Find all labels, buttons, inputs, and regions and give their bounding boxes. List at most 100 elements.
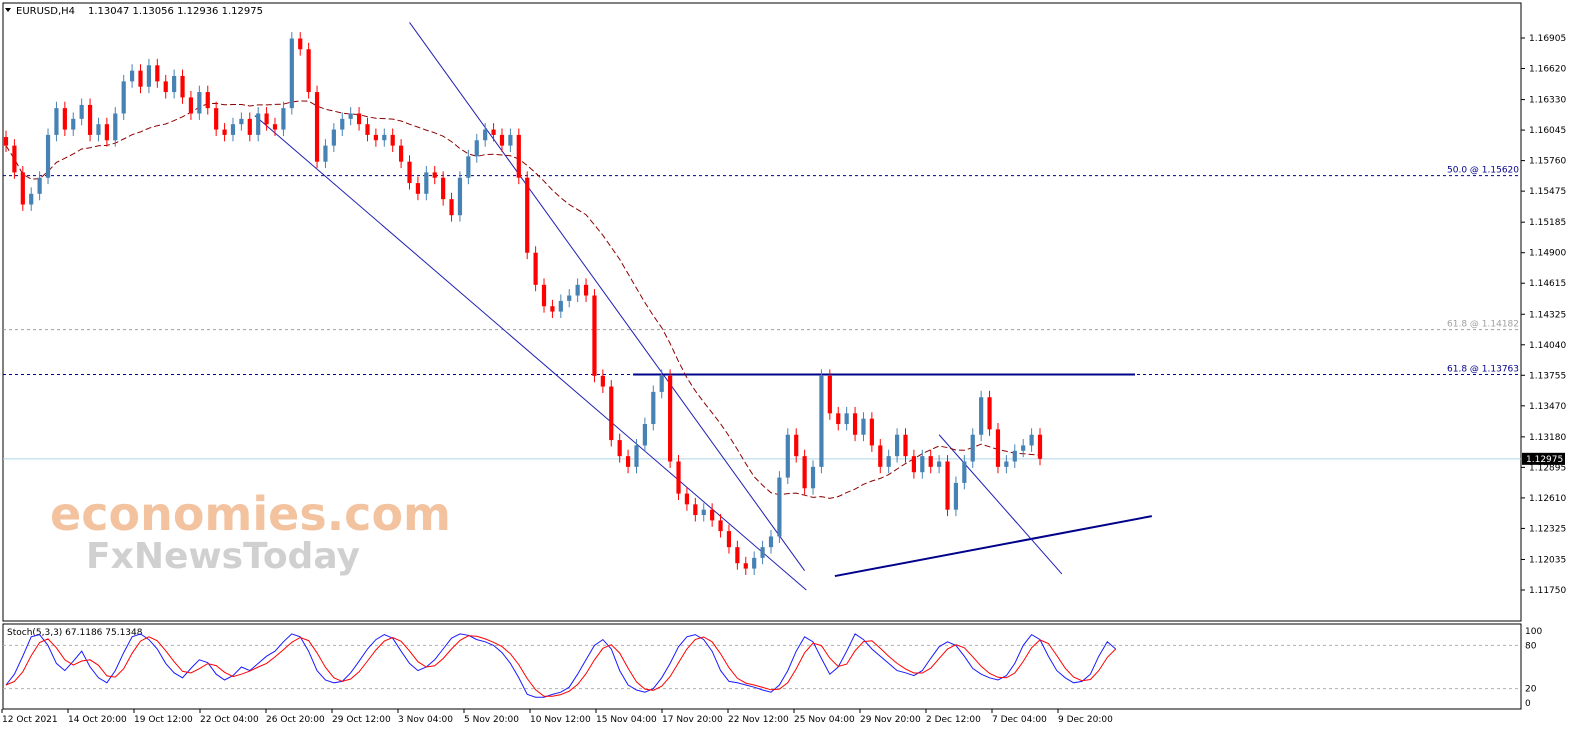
candle	[541, 278, 547, 313]
candle-body	[634, 445, 639, 467]
candle	[1012, 444, 1017, 468]
y-tick-label: 1.15760	[1529, 157, 1566, 167]
x-tick-label: 17 Nov 20:00	[662, 715, 723, 725]
candle	[525, 171, 530, 260]
trend-drawings[interactable]	[254, 22, 1152, 591]
candle	[457, 171, 463, 222]
x-tick-label: 7 Dec 04:00	[992, 715, 1047, 725]
candle	[155, 58, 160, 88]
candle-body	[684, 493, 690, 505]
candle	[894, 428, 900, 463]
y-tick-label: 1.11750	[1529, 586, 1566, 596]
candle	[693, 497, 698, 522]
candle-body	[785, 434, 790, 478]
x-tick-label: 3 Nov 04:00	[398, 715, 453, 725]
candle-body	[525, 177, 530, 253]
candle-body	[197, 92, 202, 114]
candle	[230, 117, 236, 142]
candle-body	[962, 461, 967, 483]
candle	[575, 278, 580, 302]
candle	[937, 455, 942, 474]
stoch-tick-label: 80	[1525, 641, 1537, 651]
candle-body	[491, 129, 496, 135]
candlestick-series	[3, 32, 1043, 576]
candle-body	[474, 140, 479, 157]
channel-lower-line	[254, 115, 807, 591]
candle-body	[676, 461, 681, 494]
y-tick-label: 1.15185	[1529, 218, 1566, 228]
candle	[735, 540, 740, 570]
candle-body	[995, 429, 1001, 467]
candle	[651, 385, 656, 431]
candle-body	[205, 92, 210, 109]
candle-body	[129, 70, 135, 82]
candle	[390, 128, 395, 153]
y-tick-label: 1.16620	[1529, 65, 1566, 75]
y-tick-label: 1.12610	[1529, 494, 1566, 504]
symbol-label: EURUSD,H4	[16, 6, 75, 17]
candle	[264, 107, 269, 131]
candle-body	[180, 76, 185, 98]
candle-body	[214, 108, 219, 130]
candle	[625, 449, 631, 474]
candle	[1004, 455, 1009, 474]
candle	[1021, 439, 1026, 458]
candle-body	[348, 113, 353, 119]
price-axis[interactable]: 1.16905 1.16620 1.16330 1.16045 1.15760 1.154…	[1521, 34, 1566, 596]
x-tick-label: 29 Nov 20:00	[860, 715, 921, 725]
candle-body	[54, 108, 59, 135]
candle	[205, 85, 210, 115]
candle-body	[399, 145, 404, 162]
indicator-plot-border	[2, 623, 1522, 710]
candle-body	[794, 434, 799, 457]
candle-body	[819, 375, 824, 467]
candle-body	[710, 509, 715, 521]
x-tick-label: 12 Oct 2021	[2, 715, 58, 725]
candle	[852, 406, 858, 442]
y-tick-label: 1.12035	[1529, 555, 1566, 565]
y-tick-label: 1.14900	[1529, 249, 1566, 259]
x-tick-label: 22 Nov 12:00	[728, 715, 789, 725]
candle	[256, 107, 261, 142]
candle	[441, 171, 446, 206]
candle	[810, 460, 816, 495]
candle	[726, 524, 732, 554]
candle-body	[331, 129, 336, 146]
chart-header: EURUSD,H4 1.13047 1.13056 1.12936 1.1297…	[5, 6, 263, 17]
y-tick-label: 1.14615	[1529, 279, 1566, 289]
candle-body	[323, 145, 328, 162]
candle	[449, 192, 454, 222]
candle	[424, 165, 429, 201]
moving-average	[5, 100, 1041, 499]
candle	[878, 439, 883, 474]
x-tick-label: 29 Oct 12:00	[332, 715, 391, 725]
candle	[79, 98, 84, 126]
y-tick-label: 1.12325	[1529, 524, 1566, 534]
y-tick-label: 1.12895	[1529, 463, 1566, 473]
candle-body	[953, 482, 959, 510]
candle-body	[575, 284, 580, 296]
candle	[869, 412, 874, 452]
candle-body	[920, 456, 925, 473]
candle	[289, 32, 294, 115]
candle-body	[87, 104, 93, 135]
time-axis[interactable]: 12 Oct 2021 14 Oct 20:00 19 Oct 12:00 22 Oc…	[1, 709, 1113, 725]
candle-body	[508, 134, 513, 146]
candle	[483, 123, 488, 147]
candle-body	[163, 81, 168, 93]
candle	[222, 123, 227, 142]
candle-body	[558, 300, 563, 312]
candle-body	[138, 70, 143, 87]
candle	[777, 471, 782, 543]
candle-body	[382, 134, 387, 141]
candle	[197, 85, 202, 120]
watermark-logo: economies.com FxNewsToday	[50, 487, 451, 577]
last-price-badge-label: 1.12975	[1526, 455, 1563, 465]
candle-body	[424, 172, 429, 194]
candle-body	[979, 397, 984, 435]
dropdown-triangle-icon[interactable]	[5, 8, 11, 12]
candle-body	[550, 306, 555, 312]
candle	[29, 187, 34, 211]
